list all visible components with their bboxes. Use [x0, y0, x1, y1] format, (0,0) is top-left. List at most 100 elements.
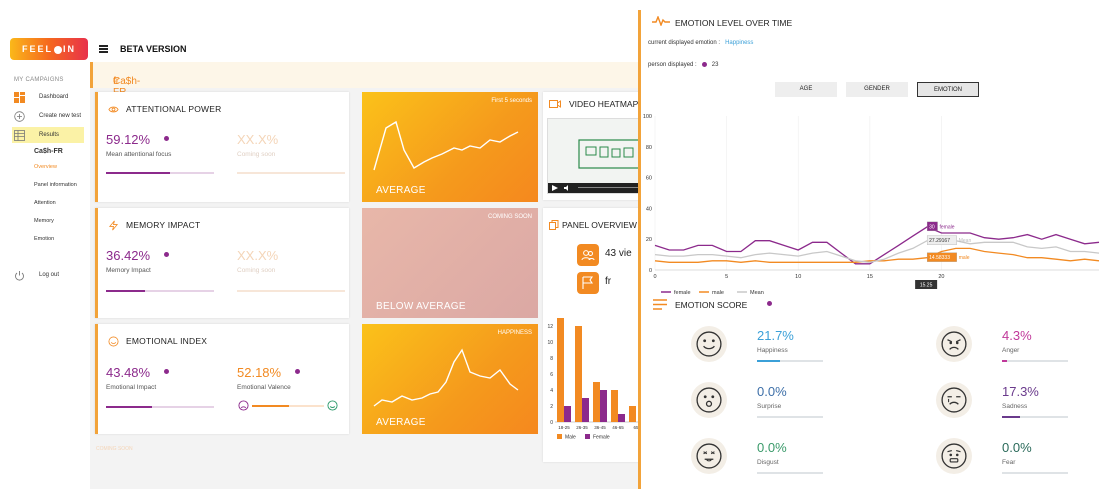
- tile-label: AVERAGE: [376, 185, 426, 196]
- tooltip-female: [926, 221, 938, 232]
- sidebar-subitem-panel-information[interactable]: Panel information: [34, 182, 77, 188]
- emotion-score-label: Surprise: [757, 403, 782, 410]
- language-value: fr: [605, 276, 612, 287]
- emotional-impact-value: 43.48%: [106, 365, 151, 380]
- video-heatmap-card: VIDEO HEATMAP: [543, 92, 651, 200]
- attention-value: 59.12%: [106, 132, 151, 147]
- sidebar-item-label: Results: [39, 132, 60, 138]
- age-bar-female[interactable]: [618, 414, 625, 422]
- coming-soon-caption: Coming soon: [237, 267, 276, 274]
- info-icon[interactable]: [164, 369, 169, 374]
- age-ytick-label: 4: [550, 388, 553, 394]
- logout-label: Log out: [39, 272, 60, 278]
- memory-value: 36.42%: [106, 248, 151, 263]
- tooltip-series-label: Mean: [959, 238, 972, 244]
- info-icon[interactable]: [164, 252, 169, 257]
- logout-button[interactable]: Log out: [14, 268, 86, 282]
- sidebar-campaign-name[interactable]: Ca$h-FR: [34, 148, 63, 155]
- tile-label: BELOW AVERAGE: [376, 301, 466, 312]
- persons-value: 23: [711, 62, 719, 69]
- sidebar-subitem-overview[interactable]: Overview: [34, 164, 57, 170]
- memory-tile[interactable]: COMING SOON BELOW AVERAGE: [362, 208, 538, 318]
- tooltip-x-value: 15.25: [920, 283, 933, 289]
- line-ytick-label: 80: [646, 145, 652, 151]
- age-ytick-label: 10: [547, 340, 553, 346]
- page-version-title: BETA VERSION: [120, 44, 187, 54]
- emotion-score-label: Disgust: [757, 459, 779, 466]
- age-bar-male[interactable]: [593, 382, 600, 422]
- tab-age[interactable]: AGE: [775, 82, 837, 97]
- emotional-valence-caption: Emotional Valence: [237, 384, 291, 391]
- line-ytick-label: 60: [646, 176, 652, 182]
- current-emotion-value[interactable]: Happiness: [725, 40, 754, 46]
- info-icon[interactable]: [767, 301, 772, 306]
- line-series-mean[interactable]: [654, 238, 1100, 263]
- sidebar-subitem-emotion[interactable]: Emotion: [34, 236, 55, 242]
- sidebar-subitem-attention[interactable]: Attention: [34, 200, 56, 206]
- emotional-impact-caption: Emotional Impact: [106, 384, 157, 391]
- line-xtick-label: 5: [725, 274, 728, 280]
- age-bar-male[interactable]: [575, 326, 582, 422]
- people-icon: [581, 250, 595, 261]
- tile-tag: COMING SOON: [487, 214, 532, 220]
- info-icon[interactable]: [164, 136, 169, 141]
- copy-icon: [549, 220, 559, 230]
- sidebar-item-results[interactable]: Results: [12, 127, 84, 143]
- age-ytick-label: 6: [550, 372, 553, 378]
- info-icon[interactable]: [701, 62, 707, 67]
- negative-face-icon: [238, 400, 249, 411]
- age-bar-male[interactable]: [629, 406, 636, 422]
- eye-icon: [108, 106, 119, 113]
- emotional-valence-value: 52.18%: [237, 365, 282, 380]
- age-legend-swatch: [585, 434, 590, 439]
- age-category-label: 46-65: [612, 425, 624, 430]
- placeholder-progress: [237, 172, 345, 174]
- video-progress[interactable]: [578, 187, 644, 188]
- table-icon: [14, 130, 25, 141]
- attention-sparkline: [373, 120, 519, 171]
- emotion-overlay-panel: EMOTION LEVEL OVER TIME current displaye…: [638, 10, 1102, 489]
- tile-tag: HAPPINESS: [497, 330, 532, 336]
- line-legend-label: female: [674, 290, 691, 296]
- sidebar-item-create-test[interactable]: Create new test: [14, 109, 86, 123]
- age-bar-female[interactable]: [564, 406, 571, 422]
- age-bar-female[interactable]: [600, 390, 607, 422]
- age-bar-male[interactable]: [611, 390, 618, 422]
- play-icon[interactable]: [552, 185, 558, 191]
- hamburger-menu-icon[interactable]: [99, 45, 108, 53]
- age-bar-male[interactable]: [557, 318, 564, 422]
- sidebar-subitem-memory[interactable]: Memory: [34, 218, 54, 224]
- emotional-progress: [106, 406, 214, 408]
- age-legend-label: Male: [565, 435, 576, 441]
- sidebar-item-dashboard[interactable]: Dashboard: [14, 90, 86, 104]
- card-title: EMOTIONAL INDEX: [126, 336, 208, 346]
- happiness-sparkline-tile[interactable]: HAPPINESS AVERAGE: [362, 324, 538, 434]
- flag-icon: [582, 276, 594, 289]
- emotion-score-title: EMOTION SCORE: [675, 300, 748, 310]
- age-bar-female[interactable]: [582, 398, 589, 422]
- line-series-female[interactable]: [654, 226, 1100, 265]
- tab-emotion[interactable]: EMOTION: [917, 82, 979, 97]
- emotion-score-label: Fear: [1002, 459, 1016, 466]
- emotion-score-value: 21.7%: [757, 328, 794, 343]
- tab-gender[interactable]: GENDER: [846, 82, 908, 97]
- volume-icon[interactable]: [564, 185, 571, 191]
- info-icon[interactable]: [295, 369, 300, 374]
- emotion-score-value: 17.3%: [1002, 384, 1039, 399]
- attention-progress-fill: [106, 172, 170, 174]
- emotion-score-label: Anger: [1002, 347, 1020, 354]
- age-category-label: 26-35: [576, 425, 588, 430]
- card-title: VIDEO HEATMAP: [569, 99, 639, 109]
- feelin-logo[interactable]: FEEL IN: [10, 38, 88, 60]
- video-player[interactable]: [547, 118, 651, 194]
- tile-tag: First 5 seconds: [491, 98, 532, 104]
- tooltip-value: 30: [929, 224, 935, 230]
- attention-placeholder: XX.X%: [237, 132, 279, 147]
- emotion-level-title: EMOTION LEVEL OVER TIME: [675, 18, 793, 28]
- sidebar-item-label: Create new test: [39, 113, 82, 119]
- line-legend-label: Mean: [750, 290, 764, 296]
- card-title: MEMORY IMPACT: [126, 220, 201, 230]
- angry-face-icon: [936, 326, 972, 362]
- emotion-score-value: 0.0%: [757, 384, 787, 399]
- attention-sparkline-tile[interactable]: First 5 seconds AVERAGE: [362, 92, 538, 202]
